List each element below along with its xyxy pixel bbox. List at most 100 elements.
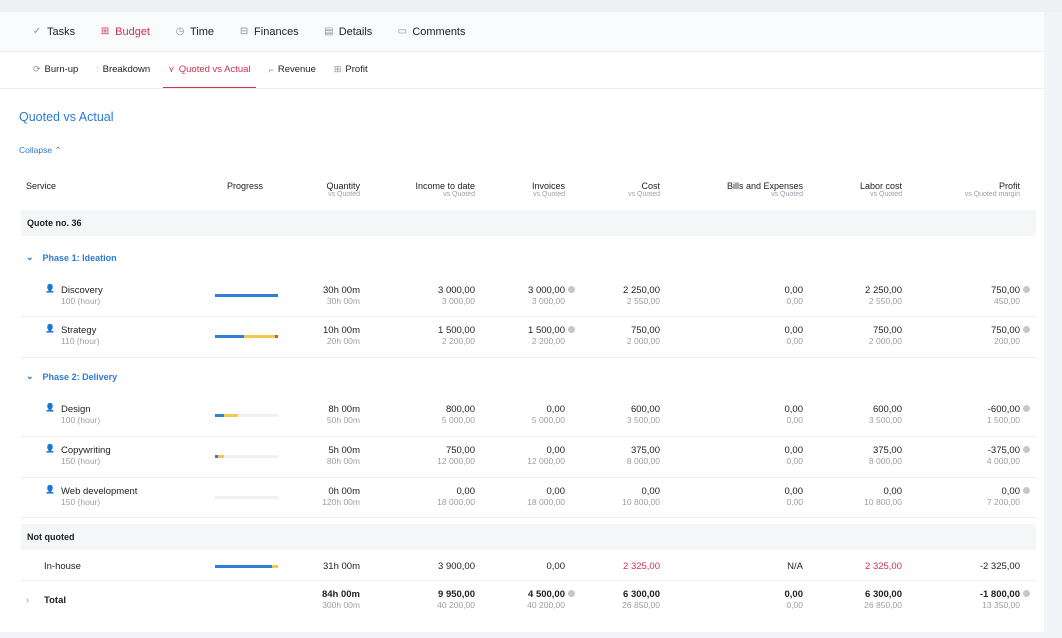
labor-quoted: 2 000,00 <box>868 336 902 346</box>
subtab-profit[interactable]: ⊞ Profit <box>329 52 373 88</box>
status-dot-icon <box>568 590 575 597</box>
document-icon: ▤ <box>323 26 334 37</box>
person-icon: 👤 <box>45 284 55 293</box>
labor-cell: 750,00 2 000,00 <box>869 325 902 346</box>
progress-segment <box>215 565 272 568</box>
subtab-breakdown[interactable]: ⫶ Breakdown <box>91 52 155 88</box>
profit-cell: -1 800,00 13 350,00 <box>980 589 1030 610</box>
invoices-value: 3 000,00 <box>528 285 565 296</box>
progress-segment <box>275 335 278 338</box>
invoices-cell: 0,00 5 000,00 <box>532 404 565 425</box>
phase-2-toggle[interactable]: ⌄ Phase 2: Delivery <box>26 371 117 382</box>
collapse-button[interactable]: Collapse ⌃ <box>19 145 62 156</box>
profit-quoted: 13 350,00 <box>982 600 1020 610</box>
phase-1-toggle[interactable]: ⌄ Phase 1: Ideation <box>26 252 117 263</box>
progress-bar <box>215 335 278 338</box>
person-icon: 👤 <box>45 403 55 412</box>
profit-cell: 750,00 450,00 <box>991 285 1030 306</box>
subtab-label: Quoted vs Actual <box>178 64 251 75</box>
header-income[interactable]: Income to date vs Quoted <box>415 181 475 198</box>
service-name-cell[interactable]: Strategy 110 (hour) <box>61 325 100 346</box>
income-quoted: 18 000,00 <box>437 497 475 507</box>
cost-value: 0,00 <box>641 486 661 497</box>
tab-comments[interactable]: ▭ Comments <box>397 26 466 38</box>
income-cell: 750,00 12 000,00 <box>437 445 475 466</box>
cost-quoted: 2 000,00 <box>626 336 660 346</box>
subtab-label: Burn-up <box>44 64 79 75</box>
subtab-revenue[interactable]: ⌐ Revenue <box>264 52 321 88</box>
profit-quoted: 1 500,00 <box>986 415 1020 425</box>
cost-cell: 750,00 2 000,00 <box>627 325 660 346</box>
header-invoices[interactable]: Invoices vs Quoted <box>532 181 565 198</box>
labor-quoted: 8 000,00 <box>868 456 902 466</box>
service-name[interactable]: In-house <box>44 561 81 572</box>
phase-label: Phase 2: Delivery <box>42 371 118 382</box>
income-value: 3 000,00 <box>438 285 475 296</box>
invoices-quoted: 40 200,00 <box>527 600 565 610</box>
invoices-value: 0,00 <box>546 561 566 572</box>
tab-tasks[interactable]: ✓ Tasks <box>32 26 75 38</box>
service-name-cell[interactable]: Discovery 100 (hour) <box>61 285 103 306</box>
tab-finances[interactable]: ⊟ Finances <box>239 26 299 38</box>
header-service: Service <box>26 181 57 191</box>
progress-bar <box>215 455 278 458</box>
header-profit[interactable]: Profit vs Quoted margin <box>965 181 1020 198</box>
tab-time[interactable]: ◷ Time <box>175 26 214 38</box>
top-strip <box>0 0 1062 12</box>
header-bills[interactable]: Bills and Expenses vs Quoted <box>727 181 803 198</box>
invoices-value: 4 500,00 <box>528 589 565 600</box>
invoices-quoted: 3 000,00 <box>531 296 565 306</box>
quantity-value: 8h 00m <box>328 404 360 415</box>
tab-label: Tasks <box>47 25 76 38</box>
service-name-cell[interactable]: Copywriting 150 (hour) <box>61 445 111 466</box>
quantity-value: 10h 00m <box>323 325 360 336</box>
header-cost[interactable]: Cost vs Quoted <box>628 181 660 198</box>
cost-cell: 375,00 8 000,00 <box>627 445 660 466</box>
bills-cell: 0,00 0,00 <box>785 325 804 346</box>
budget-subtabs: ⟳ Burn-up ⫶ Breakdown ⋎ Quoted vs Actual ⌐ R… <box>0 52 1044 89</box>
labor-value: 750,00 <box>872 325 902 336</box>
progress-bar <box>215 414 278 417</box>
profit-quoted: 4 000,00 <box>986 456 1020 466</box>
income-quoted: 3 000,00 <box>441 296 475 306</box>
cost-quoted: 3 500,00 <box>626 415 660 425</box>
subtab-burn-up[interactable]: ⟳ Burn-up <box>28 52 83 88</box>
service-name-cell[interactable]: Web development 150 (hour) <box>61 486 137 507</box>
header-label: Income to date <box>415 181 475 191</box>
header-sublabel: vs Quoted <box>771 191 803 198</box>
profit-value: -600,00 <box>987 404 1020 415</box>
profit-quoted: 450,00 <box>994 296 1020 306</box>
invoices-cell: 1 500,00 2 200,00 <box>528 325 575 346</box>
row-divider <box>21 316 1036 317</box>
header-label: Bills and Expenses <box>726 181 803 191</box>
income-quoted: 12 000,00 <box>437 456 475 466</box>
chevron-right-icon[interactable]: › <box>26 595 29 605</box>
header-quantity[interactable]: Quantity vs Quoted <box>326 181 360 198</box>
bills-quoted: 0,00 <box>786 456 803 466</box>
progress-segment <box>215 335 244 338</box>
cost-value: 6 300,00 <box>623 589 660 600</box>
subtab-quoted-vs-actual[interactable]: ⋎ Quoted vs Actual <box>163 52 256 88</box>
header-progress: Progress <box>227 181 264 191</box>
header-label: Labor cost <box>859 181 902 191</box>
service-name: Web development <box>61 486 138 497</box>
subtab-label: Revenue <box>277 64 316 75</box>
service-name: Design <box>61 404 91 415</box>
invoices-value: 1 500,00 <box>528 325 565 336</box>
tab-budget[interactable]: ⊞ Budget <box>100 26 150 38</box>
status-dot-icon <box>568 326 575 333</box>
profit-cell: 0,00 7 200,00 <box>987 486 1030 507</box>
bills-quoted: 0,00 <box>786 336 803 346</box>
profit-value: -1 800,00 <box>979 589 1020 600</box>
service-name-cell[interactable]: Design 100 (hour) <box>61 404 100 425</box>
income-cell: 0,00 18 000,00 <box>437 486 475 507</box>
income-cell: 3 000,00 3 000,00 <box>438 285 475 306</box>
quantity-value: 84h 00m <box>321 589 360 600</box>
bills-cell: 0,00 0,00 <box>785 445 804 466</box>
invoices-value: 0,00 <box>546 486 566 497</box>
quantity-cell: 5h 00m 80h 00m <box>327 445 360 466</box>
profit-value: 750,00 <box>990 325 1020 336</box>
header-sublabel: vs Quoted margin <box>964 191 1020 198</box>
tab-details[interactable]: ▤ Details <box>323 26 372 38</box>
header-labor[interactable]: Labor cost vs Quoted <box>860 181 902 198</box>
